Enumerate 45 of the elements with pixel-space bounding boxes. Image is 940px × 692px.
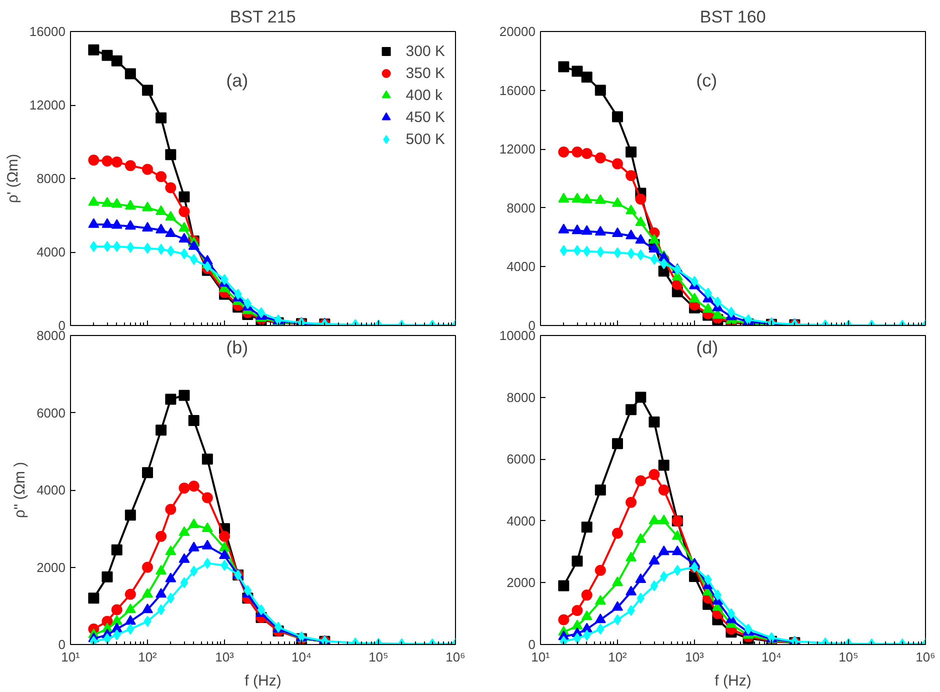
annotation: (c): [696, 70, 718, 90]
y-tick-label: 12000: [29, 98, 66, 112]
y-tick-label: 8000: [506, 200, 536, 216]
x-tick-label: 10⁴: [291, 650, 312, 664]
y-tick-label: 2000: [506, 575, 536, 590]
annotation: (b): [226, 338, 248, 358]
y-tick-label: 6000: [506, 452, 536, 467]
y-tick-label: 0: [58, 637, 66, 652]
x-tick-label: 10¹: [531, 650, 551, 664]
x-axis-title: f (Hz): [244, 672, 282, 690]
y-axis-title: ρ'' (Ωm ): [12, 462, 29, 518]
y-tick-label: 4000: [506, 513, 536, 528]
x-tick-label: 10⁵: [368, 650, 388, 664]
x-tick-label: 10²: [608, 650, 628, 664]
y-tick-label: 6000: [36, 405, 66, 420]
legend-label: 500 K: [406, 130, 445, 148]
x-tick-label: 10⁵: [838, 650, 858, 664]
annotation: (a): [226, 70, 248, 90]
legend-label: 400 k: [406, 86, 442, 104]
x-axis-title: f (Hz): [714, 672, 752, 690]
y-tick-label: 20000: [499, 24, 536, 39]
y-tick-label: 4000: [506, 259, 536, 274]
legend-label: 350 K: [406, 64, 445, 82]
x-tick-label: 10³: [215, 650, 235, 664]
y-tick-label: 12000: [499, 142, 536, 157]
x-tick-label: 10⁶: [446, 650, 466, 664]
x-tick-label: 10⁴: [761, 650, 782, 664]
y-tick-label: 8000: [36, 171, 66, 186]
y-tick-label: 4000: [36, 244, 66, 260]
x-tick-label: 10⁶: [916, 650, 936, 664]
y-tick-label: 2000: [36, 560, 66, 575]
chart-title: BST 160: [700, 8, 766, 26]
legend-label: 300 K: [406, 42, 445, 60]
legend-label: 450 K: [406, 108, 445, 126]
y-tick-label: 16000: [29, 24, 66, 39]
annotation: (d): [696, 338, 718, 358]
y-tick-label: 8000: [506, 390, 536, 405]
y-axis-title: ρ' (Ωm): [4, 154, 22, 204]
x-tick-label: 10³: [685, 650, 705, 664]
x-tick-label: 10²: [138, 650, 158, 664]
y-tick-label: 16000: [499, 82, 536, 98]
chart-title: BST 215: [230, 8, 296, 26]
y-tick-label: 0: [528, 637, 536, 652]
x-tick-label: 10¹: [61, 650, 81, 664]
y-tick-label: 4000: [36, 482, 66, 498]
